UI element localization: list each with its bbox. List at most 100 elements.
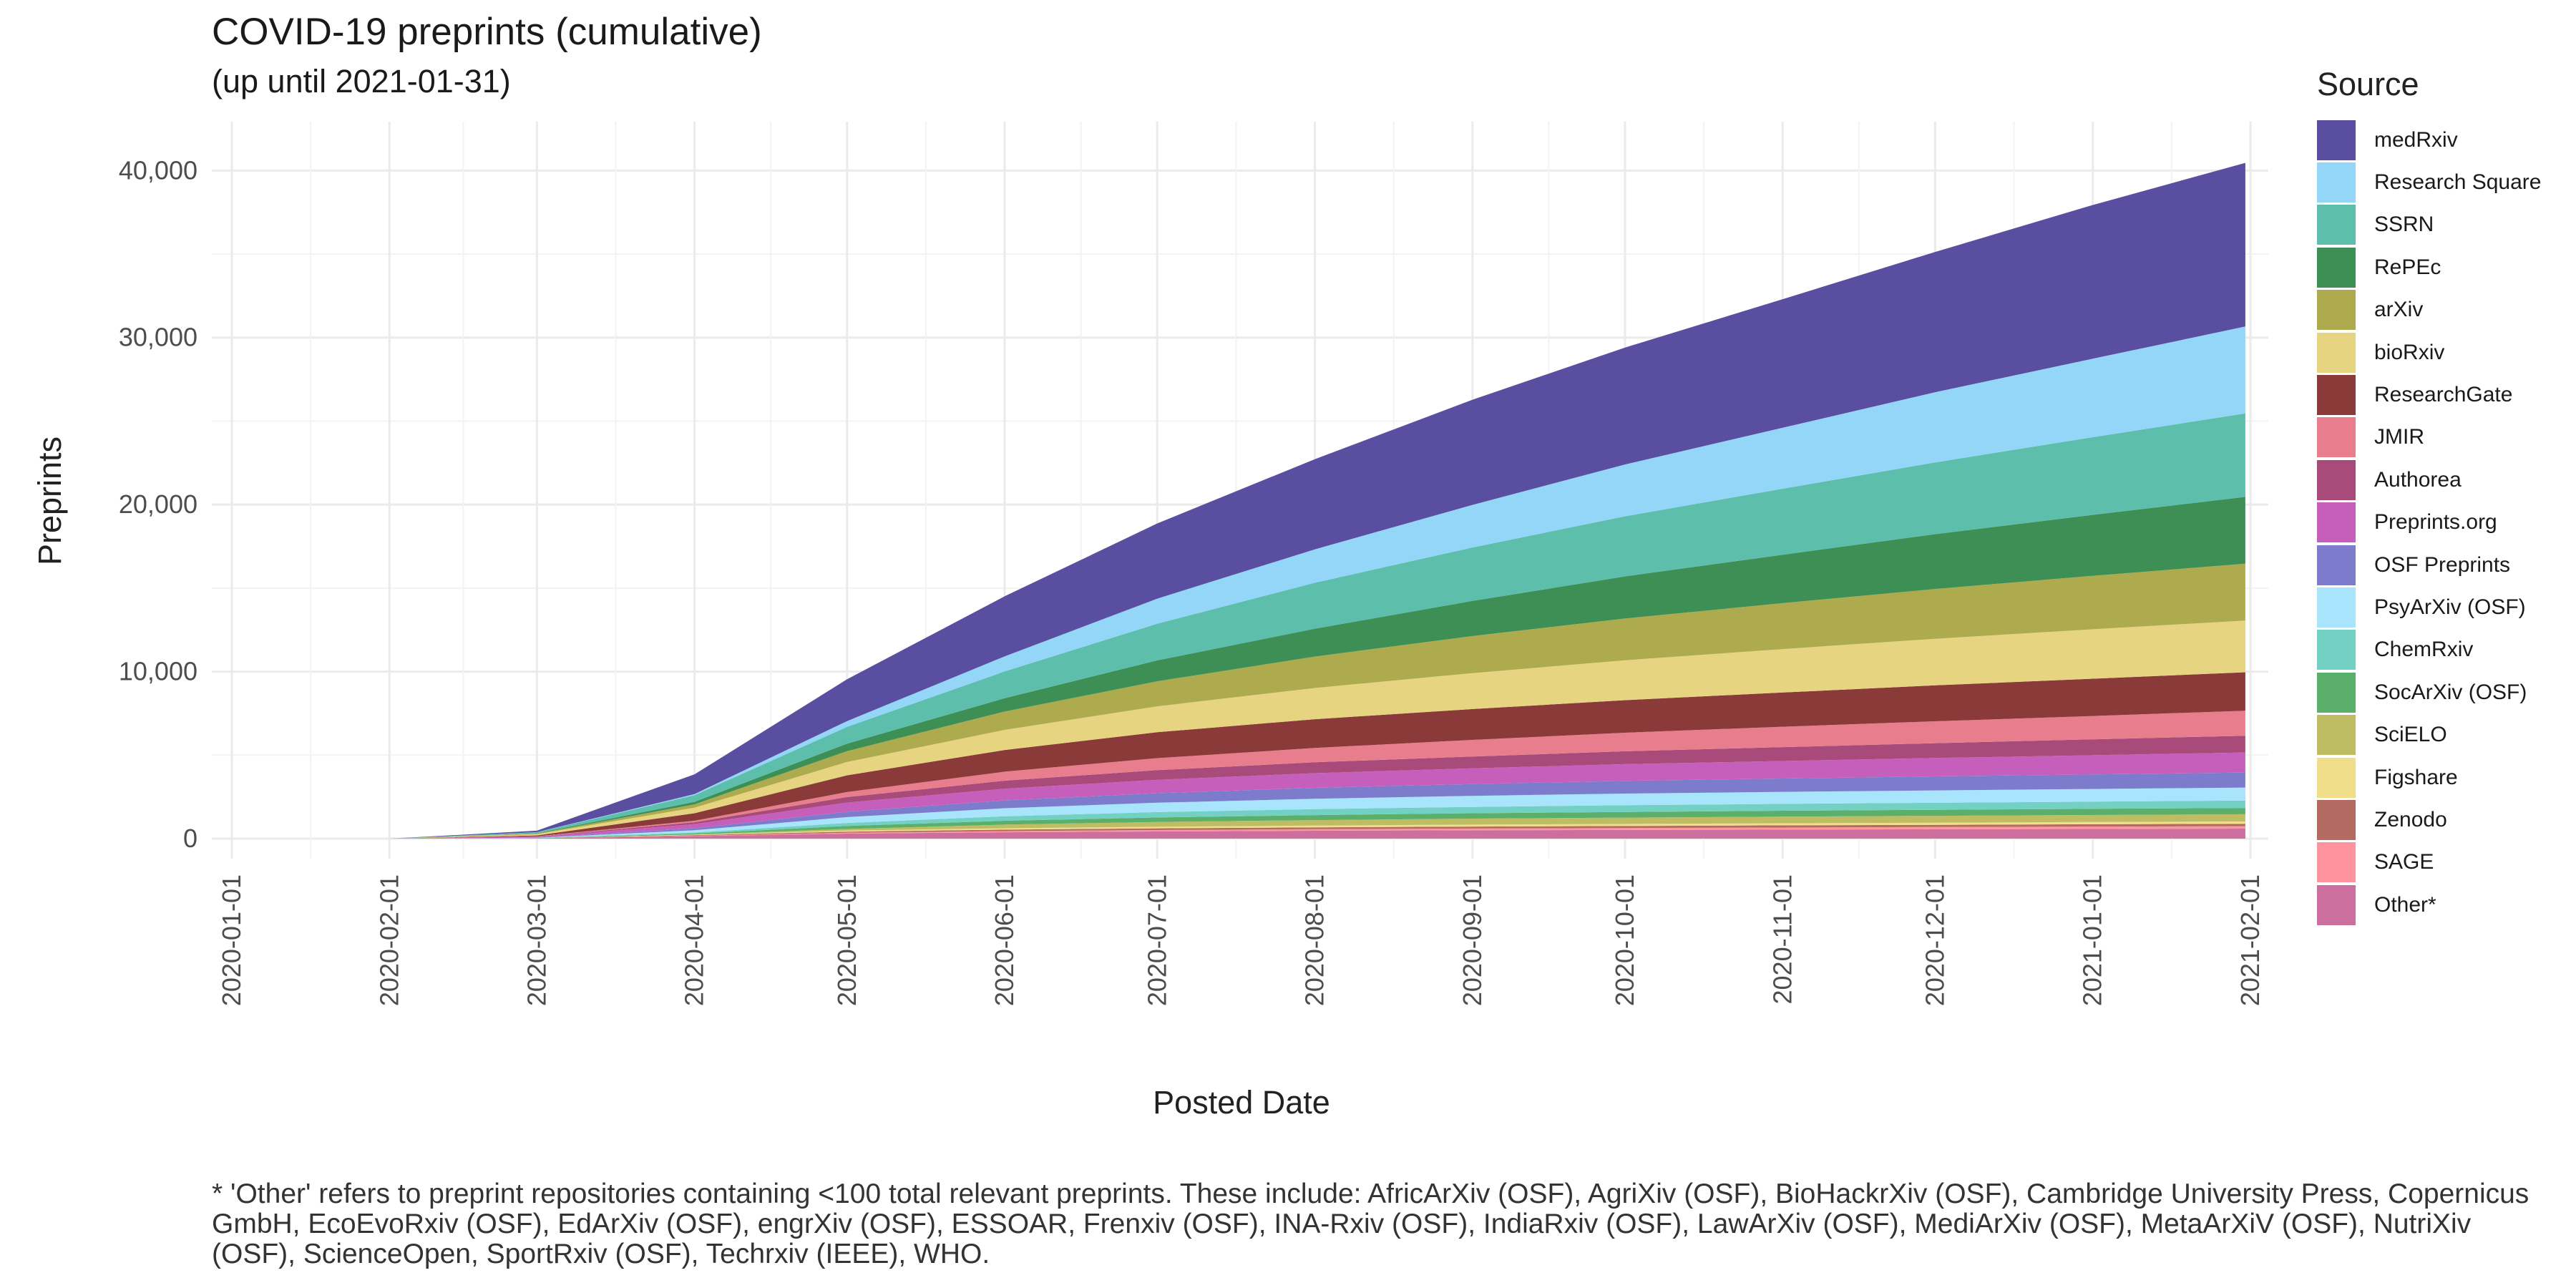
area-authorea (232, 736, 2245, 839)
legend-item: medRxiv (2317, 119, 2541, 161)
legend-swatch (2317, 715, 2356, 756)
legend-swatch (2317, 417, 2356, 458)
area-arxiv (232, 563, 2245, 839)
legend-label: ResearchGate (2374, 383, 2513, 407)
legend-swatch (2317, 375, 2356, 416)
x-tick-label: 2021-01-01 (2078, 874, 2107, 1006)
legend-item: Preprints.org (2317, 502, 2541, 544)
y-axis-ticks: 0 10,000 20,000 30,000 40,000 (119, 155, 197, 853)
y-tick-label: 20,000 (119, 489, 197, 519)
legend-item: SSRN (2317, 204, 2541, 246)
legend-item: arXiv (2317, 289, 2541, 331)
legend-item: RePEc (2317, 246, 2541, 288)
legend-swatch (2317, 162, 2356, 203)
area-biorxiv (232, 620, 2245, 839)
legend-item: PsyArXiv (OSF) (2317, 586, 2541, 628)
legend-label: Zenodo (2374, 807, 2447, 831)
footnote: * 'Other' refers to preprint repositorie… (212, 1179, 2529, 1269)
legend-item: OSF Preprints (2317, 544, 2541, 586)
legend-item: SocArXiv (OSF) (2317, 671, 2541, 713)
legend-swatch (2317, 630, 2356, 670)
legend-swatch (2317, 842, 2356, 883)
area-preprints-org (232, 752, 2245, 839)
legend-item: Figshare (2317, 756, 2541, 799)
legend-label: medRxiv (2374, 127, 2458, 152)
x-tick-label: 2020-10-01 (1610, 874, 1639, 1006)
legend-label: Authorea (2374, 467, 2462, 492)
legend-title: Source (2317, 66, 2419, 102)
x-tick-label: 2020-07-01 (1142, 874, 1171, 1006)
x-tick-label: 2020-03-01 (522, 874, 551, 1006)
area-scielo (232, 814, 2245, 839)
chart-title: COVID-19 preprints (cumulative) (212, 11, 762, 53)
legend-label: bioRxiv (2374, 340, 2445, 364)
legend-item: SAGE (2317, 841, 2541, 884)
area-repec (232, 497, 2245, 839)
legend-label: JMIR (2374, 425, 2424, 449)
legend-item: ChemRxiv (2317, 629, 2541, 671)
area-chemrxiv (232, 800, 2245, 839)
area-research-square (232, 326, 2245, 839)
legend-item: Research Square (2317, 161, 2541, 203)
area-researchgate (232, 672, 2245, 839)
legend-label: Preprints.org (2374, 510, 2497, 535)
legend-label: Research Square (2374, 170, 2542, 195)
legend-swatch (2317, 247, 2356, 288)
legend-swatch (2317, 459, 2356, 500)
legend-swatch (2317, 799, 2356, 840)
y-tick-label: 40,000 (119, 155, 197, 185)
y-tick-label: 10,000 (119, 657, 197, 686)
legend-item: ResearchGate (2317, 374, 2541, 416)
x-tick-label: 2020-11-01 (1767, 874, 1797, 1004)
area-medrxiv (232, 162, 2245, 839)
legend-swatch (2317, 545, 2356, 585)
legend-swatch (2317, 884, 2356, 925)
area-jmir (232, 711, 2245, 839)
x-tick-label: 2020-06-01 (990, 874, 1019, 1006)
y-tick-label: 0 (183, 824, 197, 853)
legend-swatch (2317, 119, 2356, 160)
legend-item: bioRxiv (2317, 331, 2541, 374)
x-tick-label: 2020-08-01 (1300, 874, 1330, 1006)
legend-label: RePEc (2374, 255, 2441, 279)
legend-label: Other* (2374, 892, 2436, 917)
legend-label: OSF Preprints (2374, 552, 2511, 577)
legend-swatch (2317, 672, 2356, 713)
area-series (232, 162, 2245, 839)
legend-swatch (2317, 587, 2356, 628)
area-figshare (232, 821, 2245, 839)
chart-subtitle: (up until 2021-01-31) (212, 63, 511, 99)
area-socarxiv-osf (232, 808, 2245, 839)
legend-label: Figshare (2374, 765, 2458, 789)
legend-item: Authorea (2317, 459, 2541, 501)
x-tick-label: 2020-02-01 (374, 874, 404, 1006)
legend-label: arXiv (2374, 298, 2424, 322)
x-tick-label: 2020-09-01 (1458, 874, 1487, 1006)
area-other (232, 829, 2245, 839)
legend-swatch (2317, 290, 2356, 331)
area-osf-preprints (232, 772, 2245, 839)
legend-label: SAGE (2374, 850, 2434, 874)
x-tick-label: 2020-05-01 (832, 874, 862, 1006)
legend-label: SSRN (2374, 213, 2434, 237)
legend-swatch (2317, 332, 2356, 373)
legend-label: SocArXiv (OSF) (2374, 680, 2527, 704)
area-sage (232, 826, 2245, 839)
area-ssrn (232, 413, 2245, 839)
x-axis-ticks: 2020-01-01 2020-02-01 2020-03-01 2020-04-01… (217, 874, 2265, 1006)
legend-swatch (2317, 502, 2356, 543)
legend-label: ChemRxiv (2374, 638, 2474, 662)
legend-label: SciELO (2374, 723, 2447, 747)
x-tick-label: 2020-04-01 (680, 874, 709, 1006)
legend: medRxiv Research Square SSRN RePEc arXiv bioR… (2317, 119, 2541, 926)
x-tick-label: 2020-01-01 (217, 874, 246, 1006)
legend-swatch (2317, 757, 2356, 798)
legend-item: Other* (2317, 884, 2541, 926)
legend-item: JMIR (2317, 416, 2541, 459)
x-axis-label: Posted Date (1153, 1084, 1330, 1121)
y-tick-label: 30,000 (119, 323, 197, 352)
x-tick-label: 2021-02-01 (2235, 874, 2265, 1006)
x-tick-label: 2020-12-01 (1920, 874, 1949, 1006)
legend-swatch (2317, 205, 2356, 245)
